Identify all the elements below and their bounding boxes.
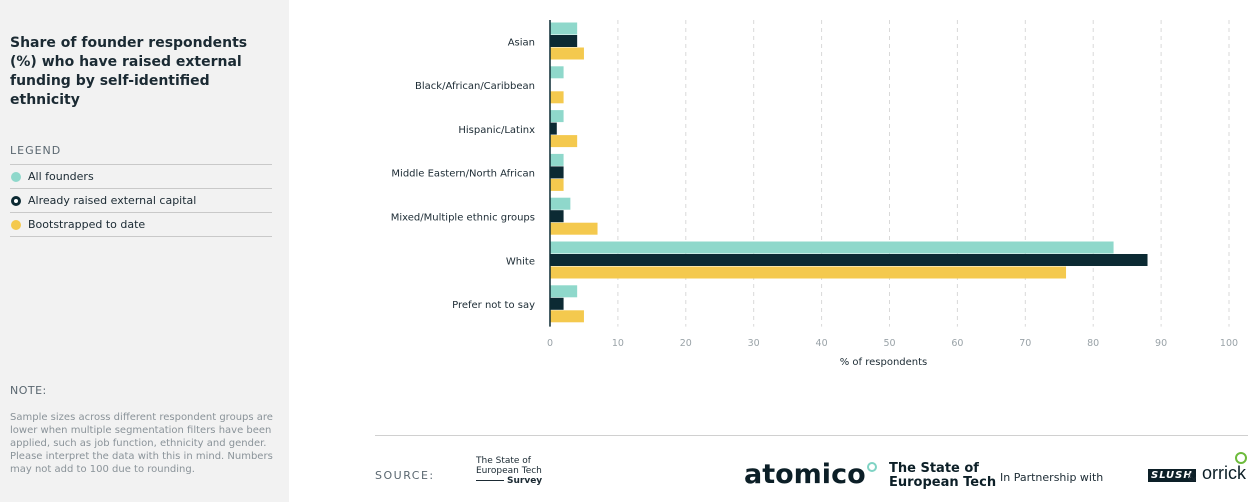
soet-line1: The State of (889, 461, 979, 476)
slush-logo: SLUSH (1148, 469, 1196, 482)
bar (550, 266, 1067, 279)
bar (550, 47, 584, 60)
legend-dot-icon (11, 171, 21, 182)
legend-item-label: Already raised external capital (28, 194, 197, 207)
bar (550, 254, 1148, 266)
category-label: Asian (508, 37, 535, 48)
x-tick-label: 90 (1155, 338, 1167, 349)
soet-line2: European Tech (889, 475, 997, 490)
x-tick-label: 80 (1087, 338, 1099, 349)
bar (550, 210, 564, 223)
orrick-ring-icon (1235, 452, 1247, 464)
legend-item-label: Bootstrapped to date (28, 218, 146, 231)
ampersand: & (1188, 471, 1197, 484)
bar (550, 222, 598, 235)
legend-dot-icon (11, 219, 21, 230)
partnership-text: In Partnership with (1000, 471, 1104, 484)
legend-item-bootstrapped[interactable]: Bootstrapped to date (10, 213, 272, 237)
bar (550, 197, 571, 210)
category-label: Prefer not to say (452, 300, 535, 311)
legend-heading: LEGEND (10, 144, 62, 157)
bar (550, 35, 578, 47)
survey-logo: The State of European Tech Survey (476, 456, 542, 486)
bar (550, 166, 564, 179)
x-tick-label: 30 (748, 338, 760, 349)
bar (550, 153, 564, 166)
note-heading: NOTE: (10, 384, 47, 397)
note-text: Sample sizes across different respondent… (10, 412, 273, 475)
legend-item-all-founders[interactable]: All founders (10, 165, 272, 189)
legend: All founders Already raised external cap… (10, 164, 272, 237)
bar-chart: Asian Black/African/Caribbean Hispanic/Lat… (391, 20, 1238, 368)
survey-logo-line2: European Tech (476, 466, 542, 476)
x-tick-label: 70 (1019, 338, 1031, 349)
bar (550, 110, 564, 123)
category-label: Mixed/Multiple ethnic groups (391, 212, 535, 223)
bar (550, 91, 564, 104)
bar (550, 22, 578, 35)
x-tick-label: 50 (883, 338, 895, 349)
x-tick-label: 0 (547, 338, 553, 349)
sidebar-panel: Share of founder respondents (%) who hav… (0, 0, 289, 502)
x-tick-label: 60 (951, 338, 963, 349)
bar (550, 178, 564, 191)
soet-logo: The State of European Tech (889, 462, 996, 490)
category-label: Middle Eastern/North African (391, 169, 535, 180)
x-tick-label: 40 (816, 338, 828, 349)
atomico-logo: atomico (744, 459, 866, 490)
survey-logo-line1: The State of (476, 456, 531, 466)
x-tick-label: 10 (612, 338, 624, 349)
orrick-logo: orrick (1202, 463, 1246, 483)
bar (550, 241, 1114, 254)
legend-dot-icon (11, 195, 21, 206)
atomico-dot-icon (867, 462, 877, 472)
x-tick-label: 100 (1220, 338, 1238, 349)
legend-item-already-raised[interactable]: Already raised external capital (10, 189, 272, 213)
x-axis-title: % of respondents (840, 357, 928, 368)
legend-item-label: All founders (28, 170, 94, 183)
bar (550, 297, 564, 310)
chart-title: Share of founder respondents (%) who hav… (10, 35, 248, 108)
bar (550, 285, 578, 298)
footer-divider (375, 435, 1248, 436)
survey-logo-line3: Survey (476, 476, 542, 486)
bar (550, 122, 557, 135)
category-label: White (506, 256, 535, 267)
bar (550, 135, 578, 148)
source-label: SOURCE: (375, 469, 435, 482)
category-label: Black/African/Caribbean (415, 81, 535, 92)
category-label: Hispanic/Latinx (458, 125, 535, 136)
bar (550, 310, 584, 323)
x-tick-label: 20 (680, 338, 692, 349)
bar (550, 66, 564, 79)
